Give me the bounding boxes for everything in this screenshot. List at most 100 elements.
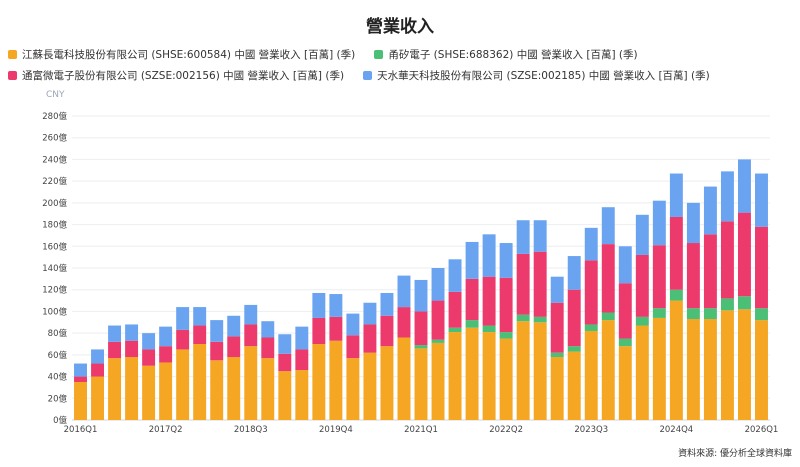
bar-segment-2026Q1-s3[interactable] — [755, 173, 768, 227]
legend-item-yongxi[interactable]: 甬矽電子 (SHSE:688362) 中國 營業收入 [百萬] (季) — [374, 47, 638, 62]
bar-segment-2023Q4-s2[interactable] — [601, 244, 615, 313]
bar-segment-2021Q3-s2[interactable] — [448, 291, 462, 328]
bar-segment-2020Q2-s0[interactable] — [363, 352, 377, 420]
bar-segment-2019Q2-s3[interactable] — [295, 326, 309, 350]
bar-segment-2021Q1-s0[interactable] — [414, 348, 428, 420]
bar-segment-2016Q3-s0[interactable] — [108, 358, 122, 420]
bar-segment-2024Q1-s0[interactable] — [618, 346, 632, 420]
bar-segment-2020Q1-s2[interactable] — [346, 335, 360, 359]
bar-segment-2019Q4-s0[interactable] — [329, 340, 343, 420]
bar-segment-2025Q3-s0[interactable] — [720, 310, 734, 420]
bar-segment-2025Q4-s0[interactable] — [737, 309, 751, 420]
bar-segment-2021Q3-s3[interactable] — [448, 259, 462, 292]
bar-segment-2024Q3-s3[interactable] — [652, 200, 666, 246]
bar-segment-2019Q4-s3[interactable] — [329, 294, 343, 317]
bar-segment-2024Q3-s0[interactable] — [652, 317, 666, 420]
bar-segment-2024Q4-s2[interactable] — [669, 216, 683, 290]
bar-segment-2022Q2-s3[interactable] — [499, 243, 513, 278]
bar-segment-2024Q3-s1[interactable] — [652, 308, 666, 318]
bar-segment-2021Q3-s0[interactable] — [448, 332, 462, 420]
bar-segment-2022Q1-s0[interactable] — [482, 332, 496, 420]
bar-segment-2018Q3-s3[interactable] — [244, 304, 258, 325]
bar-segment-2021Q2-s2[interactable] — [431, 300, 445, 340]
bar-segment-2017Q2-s0[interactable] — [159, 362, 173, 420]
bar-segment-2022Q3-s1[interactable] — [516, 314, 530, 322]
bar-segment-2022Q4-s0[interactable] — [533, 322, 547, 420]
bar-segment-2020Q1-s3[interactable] — [346, 313, 360, 336]
bar-segment-2023Q4-s1[interactable] — [601, 312, 615, 321]
bar-segment-2022Q4-s1[interactable] — [533, 316, 547, 323]
bar-segment-2023Q2-s3[interactable] — [567, 256, 581, 290]
bar-segment-2019Q4-s2[interactable] — [329, 316, 343, 341]
bar-segment-2017Q1-s3[interactable] — [142, 333, 156, 350]
bar-segment-2025Q3-s3[interactable] — [720, 171, 734, 222]
bar-segment-2024Q2-s3[interactable] — [635, 214, 649, 255]
bar-segment-2022Q2-s0[interactable] — [499, 338, 513, 420]
bar-segment-2016Q4-s2[interactable] — [125, 340, 139, 358]
bar-segment-2020Q4-s2[interactable] — [397, 307, 411, 338]
legend-item-huatian[interactable]: 天水華天科技股份有限公司 (SZSE:002185) 中國 營業收入 [百萬] … — [363, 68, 710, 83]
bar-segment-2022Q1-s2[interactable] — [482, 276, 496, 326]
bar-segment-2025Q2-s2[interactable] — [703, 234, 717, 309]
bar-segment-2019Q3-s2[interactable] — [312, 317, 326, 344]
bar-segment-2021Q4-s3[interactable] — [465, 241, 479, 279]
bar-segment-2019Q1-s3[interactable] — [278, 334, 292, 354]
bar-segment-2017Q1-s2[interactable] — [142, 349, 156, 366]
bar-segment-2021Q4-s1[interactable] — [465, 320, 479, 328]
bar-segment-2022Q4-s3[interactable] — [533, 220, 547, 252]
bar-segment-2024Q4-s0[interactable] — [669, 300, 683, 420]
bar-segment-2024Q3-s2[interactable] — [652, 245, 666, 309]
bar-segment-2025Q3-s2[interactable] — [720, 221, 734, 299]
bar-segment-2016Q2-s0[interactable] — [91, 376, 105, 420]
bar-segment-2020Q3-s2[interactable] — [380, 315, 394, 347]
bar-segment-2019Q1-s0[interactable] — [278, 371, 292, 420]
bar-segment-2020Q2-s2[interactable] — [363, 324, 377, 353]
bar-segment-2018Q2-s2[interactable] — [227, 336, 241, 358]
bar-segment-2021Q3-s1[interactable] — [448, 327, 462, 333]
bar-segment-2024Q1-s1[interactable] — [618, 338, 632, 347]
bar-segment-2022Q2-s1[interactable] — [499, 332, 513, 339]
bar-segment-2018Q1-s2[interactable] — [210, 341, 224, 361]
bar-segment-2016Q2-s2[interactable] — [91, 363, 105, 377]
legend-item-changdian[interactable]: 江蘇長電科技股份有限公司 (SHSE:600584) 中國 營業收入 [百萬] … — [8, 47, 355, 62]
bar-segment-2021Q1-s3[interactable] — [414, 279, 428, 312]
bar-segment-2017Q3-s0[interactable] — [176, 349, 190, 420]
bar-segment-2023Q4-s3[interactable] — [601, 207, 615, 245]
bar-segment-2018Q4-s3[interactable] — [261, 321, 275, 338]
bar-segment-2019Q1-s2[interactable] — [278, 353, 292, 372]
bar-segment-2018Q1-s3[interactable] — [210, 320, 224, 342]
bar-segment-2017Q4-s2[interactable] — [193, 325, 207, 344]
bar-segment-2020Q4-s0[interactable] — [397, 337, 411, 420]
bar-segment-2023Q1-s1[interactable] — [550, 352, 564, 358]
bar-segment-2018Q1-s0[interactable] — [210, 360, 224, 420]
bar-segment-2017Q2-s3[interactable] — [159, 326, 173, 347]
bar-segment-2023Q2-s1[interactable] — [567, 346, 581, 352]
bar-segment-2016Q4-s0[interactable] — [125, 357, 139, 420]
bar-segment-2017Q4-s3[interactable] — [193, 307, 207, 326]
bar-segment-2016Q1-s0[interactable] — [74, 382, 87, 420]
bar-segment-2022Q3-s0[interactable] — [516, 321, 530, 420]
bar-segment-2023Q1-s2[interactable] — [550, 302, 564, 353]
bar-segment-2023Q3-s2[interactable] — [584, 260, 598, 325]
bar-segment-2018Q4-s0[interactable] — [261, 358, 275, 420]
bar-segment-2018Q3-s2[interactable] — [244, 324, 258, 347]
bar-segment-2024Q2-s2[interactable] — [635, 254, 649, 317]
bar-segment-2021Q2-s0[interactable] — [431, 342, 445, 420]
bar-segment-2021Q2-s1[interactable] — [431, 339, 445, 343]
bar-segment-2023Q4-s0[interactable] — [601, 320, 615, 420]
bar-segment-2022Q1-s3[interactable] — [482, 234, 496, 277]
bar-segment-2025Q1-s2[interactable] — [686, 243, 700, 309]
bar-segment-2024Q4-s1[interactable] — [669, 289, 683, 301]
bar-segment-2020Q3-s0[interactable] — [380, 346, 394, 420]
bar-segment-2023Q3-s0[interactable] — [584, 330, 598, 420]
bar-segment-2018Q2-s3[interactable] — [227, 315, 241, 337]
bar-segment-2020Q3-s3[interactable] — [380, 292, 394, 316]
bar-segment-2025Q2-s3[interactable] — [703, 186, 717, 235]
bar-segment-2016Q1-s3[interactable] — [74, 363, 87, 377]
bar-segment-2016Q4-s3[interactable] — [125, 324, 139, 341]
bar-segment-2016Q1-s2[interactable] — [74, 376, 87, 382]
bar-segment-2018Q4-s2[interactable] — [261, 337, 275, 359]
bar-segment-2018Q3-s0[interactable] — [244, 346, 258, 420]
bar-segment-2025Q1-s1[interactable] — [686, 308, 700, 320]
bar-segment-2021Q1-s1[interactable] — [414, 345, 428, 349]
